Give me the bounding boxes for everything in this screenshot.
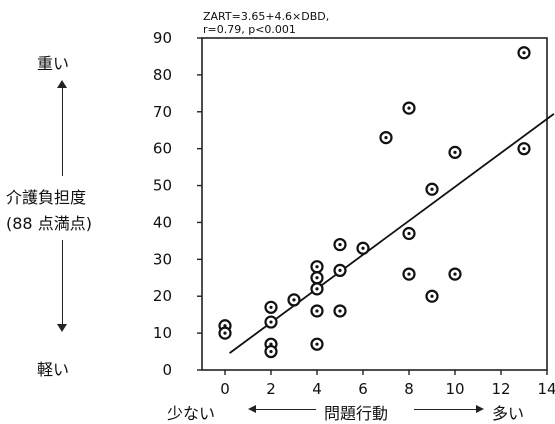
data-point-center [223,331,227,335]
data-point-center [384,136,388,140]
data-point-center [315,287,319,291]
regression-line [229,113,555,354]
data-point-center [407,106,411,110]
y-tick-label: 70 [153,103,172,121]
data-point-center [361,246,365,250]
data-point [402,101,416,115]
y-axis-arrow-upper [62,86,63,176]
data-point [402,267,416,281]
equation-line-2: r=0.79, p<0.001 [203,23,296,36]
data-point-center [223,324,227,328]
x-axis-arrow-left [254,409,316,410]
data-point-center [407,272,411,276]
data-point [310,337,324,351]
data-point [310,304,324,318]
x-axis-less-label: 少ない [167,404,216,423]
data-point [310,260,324,274]
data-point-center [269,320,273,324]
data-point [425,289,439,303]
x-axis-arrow-right [414,409,476,410]
data-point-center [269,305,273,309]
data-point [264,344,278,359]
plot-frame [201,37,548,371]
data-point-center [453,150,457,154]
data-point [310,271,324,285]
data-point [517,142,531,156]
data-point [356,241,370,255]
y-axis-label-max-score: (88 点満点) [6,214,92,233]
y-tick-label: 40 [153,213,172,231]
x-tick-label: 10 [445,380,464,398]
y-tick-label: 20 [153,287,172,305]
data-point [264,300,278,314]
equation-line-1: ZART=3.65+4.6×DBD, [203,10,330,23]
y-axis-label-burden: 介護負担度 [6,188,87,207]
data-point [218,326,232,340]
data-point-center [269,342,273,346]
data-point-center [522,51,526,55]
data-point-center [407,231,411,236]
data-point-center [315,265,319,269]
data-point-center [338,309,342,313]
data-point [333,237,347,252]
data-point [379,131,393,145]
x-tick-label: 12 [491,380,510,398]
data-point [448,145,462,159]
y-tick-label: 90 [153,29,172,47]
data-point-center [522,147,526,151]
x-tick-label: 6 [358,380,368,398]
data-point [448,267,462,281]
data-point-center [430,294,434,298]
y-tick-label: 10 [153,324,172,342]
data-point-center [315,309,319,313]
data-point-center [315,342,319,346]
x-tick-label: 0 [220,380,230,398]
y-tick-label: 60 [153,140,172,158]
y-axis-light-label: 軽い [37,360,70,379]
data-point-center [269,349,273,354]
data-point [333,263,347,277]
data-point [517,46,531,60]
x-tick-label: 8 [404,380,414,398]
data-point [264,315,278,329]
data-point [310,282,324,296]
data-point-center [430,187,434,191]
arrow-left-icon [248,405,256,413]
arrow-up-icon [57,80,67,88]
arrow-right-icon [476,405,484,413]
data-point-center [338,242,342,247]
x-tick-label: 2 [266,380,276,398]
data-point-center [292,298,296,302]
y-axis-heavy-label: 重い [37,54,70,73]
x-tick-label: 14 [537,380,555,398]
x-tick-label: 4 [312,380,322,398]
data-point [402,226,416,241]
x-axis-label-problem-behavior: 問題行動 [324,404,389,423]
data-point [425,182,439,196]
data-point-center [338,268,342,272]
y-tick-label: 0 [162,361,172,379]
data-point [287,293,301,307]
x-axis-more-label: 多い [492,404,525,423]
y-tick-label: 30 [153,250,172,268]
data-point [333,304,347,318]
y-tick-label: 50 [153,177,172,195]
data-point-center [453,272,457,276]
y-axis-arrow-lower [62,240,63,326]
arrow-down-icon [57,324,67,332]
data-point-center [315,276,319,280]
y-tick-label: 80 [153,66,172,84]
